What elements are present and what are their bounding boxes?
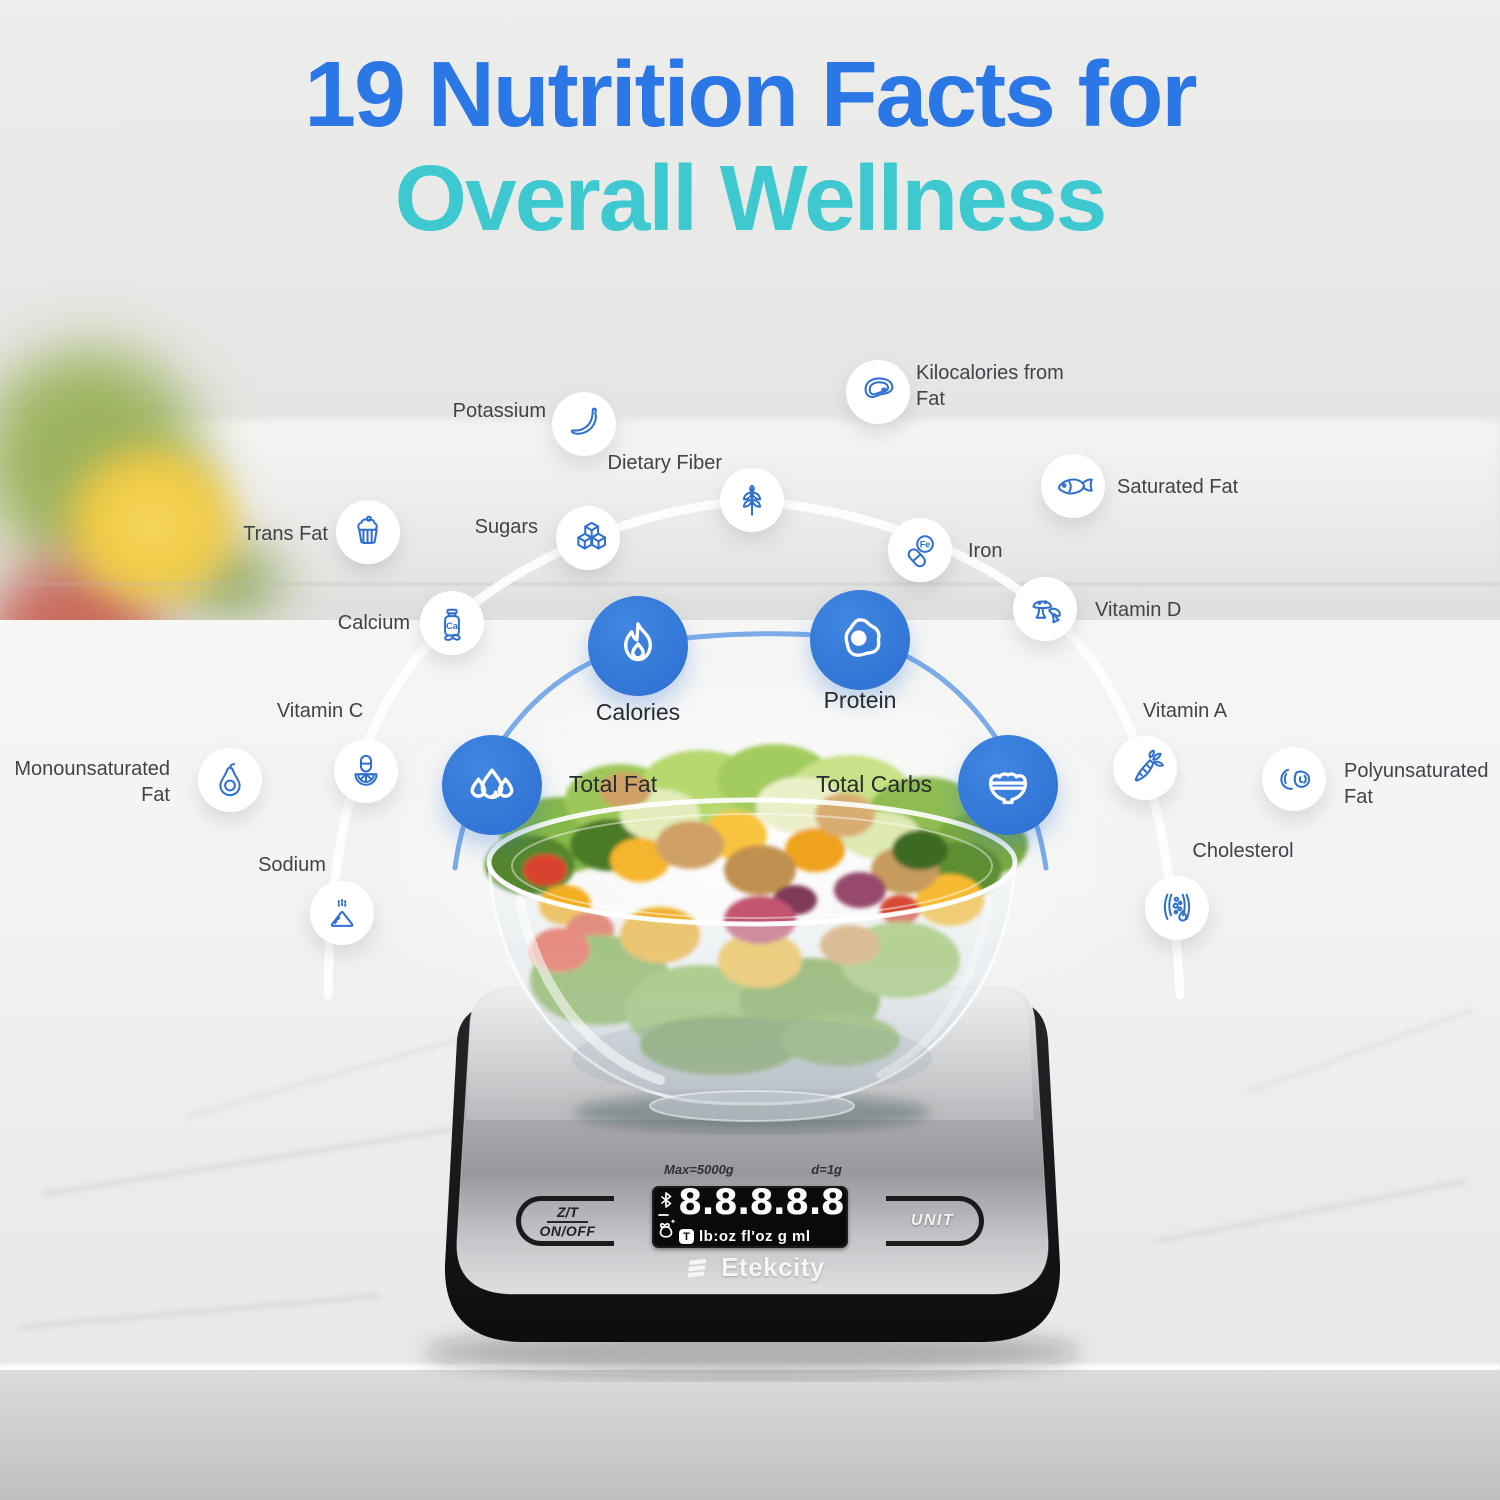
iron-symbol: Fe xyxy=(920,539,931,549)
nutrient-label: Calories xyxy=(595,699,681,725)
scale-spec-row: Max=5000g d=1g xyxy=(652,1162,848,1177)
food-bag-icon xyxy=(659,1222,673,1238)
counter-front-face xyxy=(0,1370,1500,1500)
title-line-1: 19 Nutrition Facts for xyxy=(304,42,1197,146)
calcium-bottle-icon: Ca xyxy=(420,591,484,655)
blurred-yellow-pepper xyxy=(50,430,255,620)
nutrient-label: Total Fat xyxy=(568,771,658,797)
nutrient-label: Sugars xyxy=(474,516,538,538)
rice-bowl-icon xyxy=(958,735,1058,835)
nutrient-label: Potassium xyxy=(452,400,546,422)
fish-icon xyxy=(1041,454,1105,518)
flame-icon xyxy=(588,596,688,696)
nutrient-label: Calcium xyxy=(337,612,410,634)
lcd-display: 8.8.8.8.8 T lb:oz fl'oz g ml xyxy=(652,1186,848,1248)
nutrient-label: Polyunsaturated Fat xyxy=(1344,760,1489,808)
bluetooth-icon xyxy=(661,1192,672,1208)
cupcake-icon xyxy=(336,500,400,564)
title-line-2: Overall Wellness xyxy=(394,146,1108,251)
mushroom-icon xyxy=(1013,577,1077,641)
lcd-units-row: T lb:oz fl'oz g ml xyxy=(679,1228,845,1245)
brand-row: Etekcity xyxy=(635,1252,875,1283)
graduation-label: d=1g xyxy=(811,1162,842,1177)
nutrient-label: Trans Fat xyxy=(243,523,328,545)
nutrient-label: Iron xyxy=(968,540,1003,562)
zero-tare-power-button: Z/T ON/OFF xyxy=(516,1196,614,1246)
onoff-label: ON/OFF xyxy=(539,1222,596,1239)
iron-pill-icon: Fe xyxy=(888,518,952,582)
banana-icon xyxy=(552,392,616,456)
nutrient-label: Cholesterol xyxy=(1192,840,1294,862)
water-drops-icon xyxy=(442,735,542,835)
nutrient-label: Saturated Fat xyxy=(1117,476,1239,498)
nutrient-label: Vitamin C xyxy=(276,700,364,722)
nutrient-label: Vitamin A xyxy=(1142,700,1228,722)
calcium-symbol: Ca xyxy=(446,621,459,631)
wheat-icon xyxy=(720,468,784,532)
sugar-cubes-icon xyxy=(556,506,620,570)
carrot-icon xyxy=(1113,736,1177,800)
artery-icon xyxy=(1145,876,1209,940)
nutrient-label: Kilocalories from Fat xyxy=(916,362,1064,410)
etekcity-logo-icon xyxy=(687,1258,707,1277)
brand-name: Etekcity xyxy=(721,1252,825,1282)
nutrient-label: Sodium xyxy=(258,854,326,876)
fried-egg-icon xyxy=(810,590,910,690)
nutrient-label: Dietary Fiber xyxy=(607,452,722,474)
nutrient-label: Protein xyxy=(823,687,897,713)
meat-icon xyxy=(846,360,910,424)
vitamin-pill-citrus-icon xyxy=(334,739,398,803)
salt-pile-icon xyxy=(310,881,374,945)
unit-label: UNIT xyxy=(910,1212,955,1229)
unit-button: UNIT xyxy=(886,1196,984,1246)
max-capacity-label: Max=5000g xyxy=(664,1162,734,1177)
nutrient-label: Total Carbs xyxy=(815,771,933,797)
avocado-icon xyxy=(198,748,262,812)
tare-indicator: T xyxy=(679,1229,694,1244)
blue-arc xyxy=(452,631,1049,871)
walnut-icon xyxy=(1262,747,1326,811)
nutrient-label: Vitamin D xyxy=(1095,599,1182,621)
nutrient-label: Monounsaturated Fat xyxy=(14,758,170,806)
weight-readout: 8.8.8.8.8 xyxy=(678,1186,845,1223)
lcd-status-icons xyxy=(658,1192,676,1238)
counter-seam-line xyxy=(0,583,1500,585)
page-title: 19 Nutrition Facts for Overall Wellness xyxy=(0,42,1500,250)
star-icon xyxy=(670,1219,676,1224)
zt-label: Z/T xyxy=(547,1204,588,1223)
units-label: lb:oz fl'oz g ml xyxy=(699,1228,811,1245)
